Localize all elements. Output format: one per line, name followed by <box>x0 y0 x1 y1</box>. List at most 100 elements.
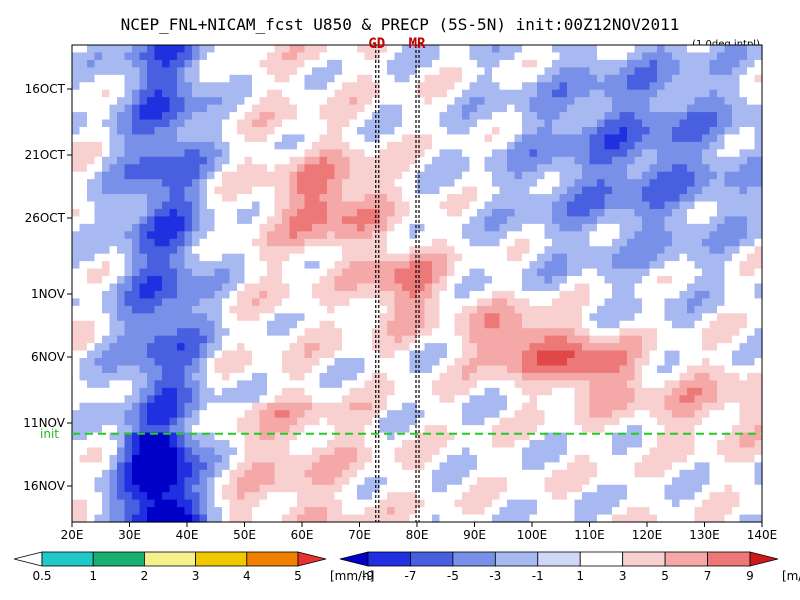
field-cell <box>574 410 583 419</box>
field-cell <box>709 216 718 225</box>
field-cell <box>589 149 598 158</box>
field-cell <box>717 358 726 367</box>
field-cell <box>154 179 163 188</box>
field-cell <box>537 89 546 98</box>
field-cell <box>424 417 433 426</box>
field-cell <box>229 186 238 195</box>
field-cell <box>694 238 703 247</box>
field-cell <box>402 194 411 203</box>
field-cell <box>724 432 733 441</box>
field-cell <box>214 402 223 411</box>
field-cell <box>492 201 501 210</box>
field-cell <box>694 164 703 173</box>
field-cell <box>627 104 636 113</box>
field-cell <box>582 171 591 180</box>
field-cell <box>604 290 613 299</box>
field-cell <box>199 141 208 150</box>
field-cell <box>169 156 178 165</box>
field-cell <box>567 298 576 307</box>
field-cell <box>432 164 441 173</box>
field-cell <box>222 112 231 121</box>
field-cell <box>424 45 433 54</box>
field-cell <box>604 164 613 173</box>
field-cell <box>177 261 186 270</box>
field-cell <box>364 67 373 76</box>
field-cell <box>289 395 298 404</box>
field-cell <box>192 104 201 113</box>
field-cell <box>687 320 696 329</box>
field-cell <box>507 231 516 240</box>
field-cell <box>709 358 718 367</box>
field-cell <box>612 164 621 173</box>
field-cell <box>349 164 358 173</box>
field-cell <box>597 112 606 121</box>
field-cell <box>492 119 501 128</box>
field-cell <box>177 201 186 210</box>
field-cell <box>574 283 583 292</box>
field-cell <box>522 440 531 449</box>
field-cell <box>109 119 118 128</box>
field-cell <box>214 141 223 150</box>
field-cell <box>499 335 508 344</box>
field-cell <box>139 201 148 210</box>
field-cell <box>484 253 493 262</box>
field-cell <box>87 328 96 337</box>
field-cell <box>582 238 591 247</box>
field-cell <box>327 104 336 113</box>
field-cell <box>544 283 553 292</box>
field-cell <box>402 231 411 240</box>
field-cell <box>237 290 246 299</box>
field-cell <box>417 216 426 225</box>
field-cell <box>732 350 741 359</box>
field-cell <box>342 223 351 232</box>
field-cell <box>102 52 111 61</box>
field-cell <box>432 246 441 255</box>
field-cell <box>94 440 103 449</box>
field-cell <box>424 74 433 83</box>
field-cell <box>447 365 456 374</box>
field-cell <box>747 179 756 188</box>
field-cell <box>529 350 538 359</box>
field-cell <box>79 268 88 277</box>
field-cell <box>147 216 156 225</box>
field-cell <box>709 82 718 91</box>
field-cell <box>394 425 403 434</box>
field-cell <box>109 335 118 344</box>
field-cell <box>739 372 748 381</box>
field-cell <box>409 119 418 128</box>
field-cell <box>529 223 538 232</box>
field-cell <box>154 89 163 98</box>
field-cell <box>709 335 718 344</box>
field-cell <box>754 119 763 128</box>
field-cell <box>484 365 493 374</box>
field-cell <box>319 350 328 359</box>
field-cell <box>252 253 261 262</box>
field-cell <box>657 67 666 76</box>
field-cell <box>184 328 193 337</box>
field-cell <box>514 387 523 396</box>
field-cell <box>192 261 201 270</box>
field-cell <box>559 119 568 128</box>
field-cell <box>312 380 321 389</box>
field-cell <box>94 372 103 381</box>
field-cell <box>109 82 118 91</box>
field-cell <box>274 417 283 426</box>
field-cell <box>732 298 741 307</box>
field-cell <box>679 313 688 322</box>
field-cell <box>237 82 246 91</box>
field-cell <box>364 417 373 426</box>
field-cell <box>582 97 591 106</box>
field-cell <box>522 67 531 76</box>
field-cell <box>184 283 193 292</box>
field-cell <box>207 52 216 61</box>
field-cell <box>237 74 246 83</box>
field-cell <box>357 238 366 247</box>
field-cell <box>199 238 208 247</box>
field-cell <box>244 447 253 456</box>
field-cell <box>702 335 711 344</box>
field-cell <box>627 179 636 188</box>
field-cell <box>109 246 118 255</box>
field-cell <box>739 365 748 374</box>
field-cell <box>214 59 223 68</box>
field-cell <box>514 246 523 255</box>
